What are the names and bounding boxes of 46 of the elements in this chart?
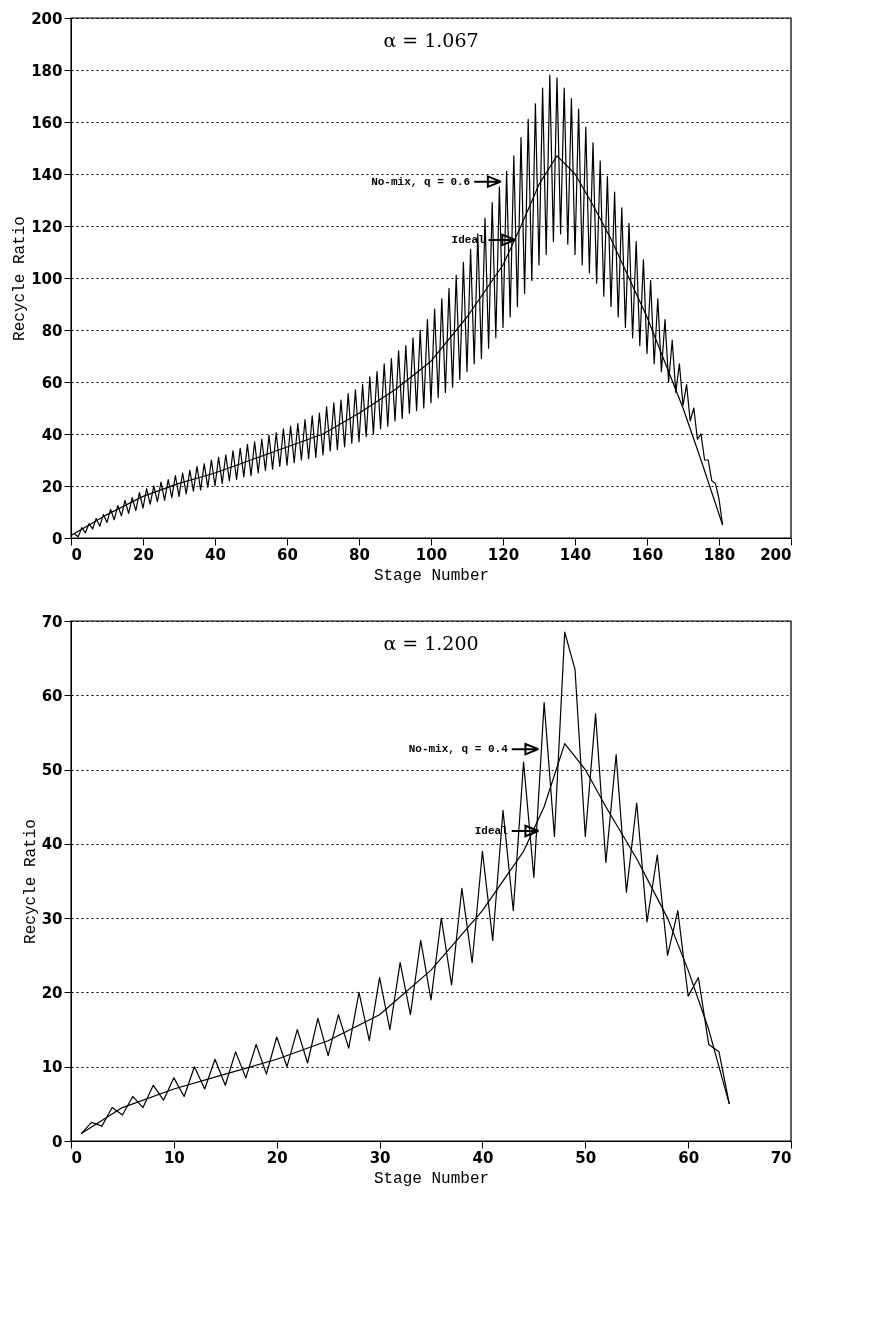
text: α = 1.067 — [383, 29, 479, 51]
x-tick-label: 200 — [760, 545, 792, 564]
x-tick-label: 40 — [205, 545, 226, 564]
legend-label: No-mix, q = 0.4 — [408, 743, 509, 756]
y-tick-label: 200 — [31, 9, 63, 28]
x-axis-title: Stage Number — [373, 1169, 490, 1188]
x-tick-label: 100 — [415, 545, 448, 564]
x-tick-label: 160 — [631, 545, 664, 564]
y-tick-label: 60 — [41, 373, 63, 392]
y-tick-label: 70 — [41, 612, 63, 631]
x-axis-title: Stage Number — [373, 566, 490, 585]
y-tick-label: 180 — [31, 61, 63, 80]
y-tick-label: 40 — [41, 425, 63, 444]
x-tick-label: 0 — [71, 545, 82, 564]
y-tick-label: 50 — [41, 761, 63, 780]
x-tick-label: 50 — [575, 1148, 597, 1167]
y-tick-label: 0 — [52, 1132, 63, 1151]
x-tick-label: 180 — [703, 545, 736, 564]
x-tick-label: 80 — [349, 545, 370, 564]
y-axis-title: Recycle Ratio — [11, 216, 30, 341]
text: α = 1.200 — [383, 632, 479, 654]
x-tick-label: 0 — [71, 1148, 82, 1167]
y-tick-label: 100 — [31, 269, 63, 288]
x-tick-label: 60 — [678, 1148, 700, 1167]
y-axis-title: Recycle Ratio — [21, 819, 40, 944]
y-tick-label: 10 — [41, 1058, 63, 1077]
y-tick-label: 20 — [41, 983, 63, 1002]
y-tick-label: 120 — [31, 217, 63, 236]
x-tick-label: 120 — [487, 545, 520, 564]
x-tick-label: 10 — [163, 1148, 185, 1167]
y-tick-label: 160 — [31, 113, 63, 132]
y-tick-label: 20 — [41, 477, 63, 496]
y-tick-label: 60 — [41, 686, 63, 705]
x-tick-label: 70 — [770, 1148, 792, 1167]
x-tick-label: 20 — [133, 545, 154, 564]
y-tick-label: 140 — [31, 165, 63, 184]
x-tick-label: 140 — [559, 545, 592, 564]
x-tick-label: 20 — [266, 1148, 288, 1167]
x-tick-label: 40 — [472, 1148, 494, 1167]
legend-label: No-mix, q = 0.6 — [371, 175, 471, 188]
y-tick-label: 80 — [41, 321, 63, 340]
y-tick-label: 40 — [41, 835, 63, 854]
x-tick-label: 30 — [369, 1148, 391, 1167]
y-tick-label: 0 — [52, 529, 63, 548]
x-tick-label: 60 — [277, 545, 298, 564]
y-tick-label: 30 — [41, 909, 63, 928]
